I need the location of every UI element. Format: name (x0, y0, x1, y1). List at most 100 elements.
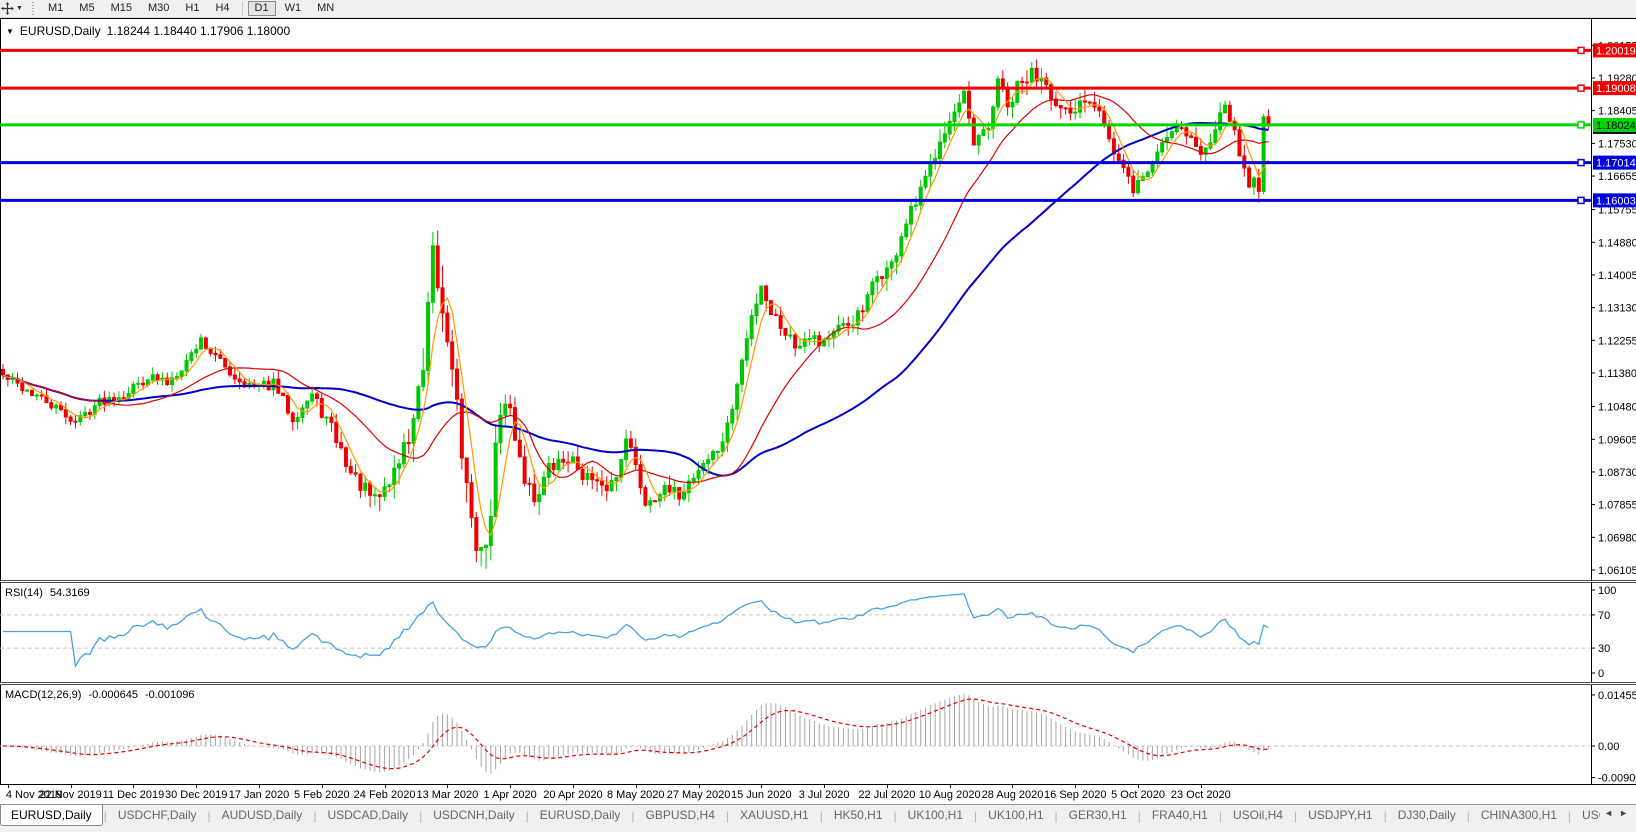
date-tick (761, 785, 763, 788)
price-chart-svg[interactable]: 1.201551.192801.184051.175301.166551.157… (0, 18, 1636, 580)
chart-tab-UK100-H1[interactable]: UK100,H1 (988, 808, 1044, 822)
tab-separator: | (525, 808, 529, 823)
svg-text:0: 0 (1598, 668, 1604, 680)
crosshair-tool-button[interactable]: ▼ (0, 2, 26, 15)
toolbar-separator (241, 1, 243, 16)
svg-text:1.10480: 1.10480 (1598, 402, 1636, 414)
svg-text:1.19008: 1.19008 (1596, 83, 1636, 95)
period-button-D1[interactable]: D1 (247, 1, 276, 16)
date-axis[interactable]: 4 Nov 2019 22 Nov 2019 11 Dec 2019 30 Dec 2… (0, 784, 1636, 804)
chart-tab-bar: EURUSD,Daily | USDCHF,Daily | AUDUSD,Daily | U… (0, 804, 1636, 832)
chart-tab-CHINA300-H1[interactable]: CHINA300,H1 (1480, 808, 1557, 822)
chevron-down-icon[interactable]: ▼ (16, 5, 23, 12)
date-label: 30 Dec 2019 (164, 789, 228, 801)
tab-separator: | (1293, 808, 1298, 823)
svg-text:30: 30 (1598, 643, 1610, 655)
line-handle[interactable] (1577, 121, 1585, 129)
tab-scroll-right-icon[interactable]: ► (1619, 808, 1628, 818)
macd-svg[interactable]: 0.014556 0.00 -0.009001 (0, 685, 1636, 784)
svg-text:-0.009001: -0.009001 (1598, 773, 1636, 784)
tab-separator: | (1218, 808, 1222, 823)
date-label: 24 Feb 2020 (353, 789, 416, 801)
horizontal-level-lines[interactable] (0, 46, 1591, 205)
svg-text:1.14880: 1.14880 (1598, 237, 1636, 249)
period-button-M1[interactable]: M1 (48, 2, 64, 14)
chart-tab-USOil-H1[interactable]: USOil,H1 (1582, 808, 1600, 822)
rsi-indicator-panel[interactable]: 100 70 30 0 RSI(14) 54.3169 (0, 583, 1636, 682)
chart-tab-FRA40-H1[interactable]: FRA40,H1 (1151, 808, 1208, 822)
date-tick (1075, 785, 1077, 788)
line-handle[interactable] (1577, 196, 1585, 205)
chart-tabs: EURUSD,Daily | USDCHF,Daily | AUDUSD,Daily | U… (0, 805, 1600, 826)
svg-text:1.12255: 1.12255 (1598, 335, 1636, 347)
period-button-group: M1 M5 M15 M30 H1 H4 D1 W1 MN (40, 1, 342, 16)
panel-splitter[interactable] (0, 682, 1636, 685)
date-label: 28 Aug 2020 (981, 789, 1044, 801)
move-crosshair-icon (1, 2, 14, 15)
rsi-svg[interactable]: 100 70 30 0 (0, 583, 1636, 682)
svg-text:1.11380: 1.11380 (1598, 368, 1636, 380)
date-label: 22 Nov 2019 (39, 789, 102, 801)
chart-tab-USDCHF-Daily[interactable]: USDCHF,Daily (117, 808, 197, 822)
chart-tab-USDCNH-Daily[interactable]: USDCNH,Daily (433, 808, 515, 822)
period-button-M15[interactable]: M15 (110, 2, 132, 14)
chart-tab-GBPUSD-H4[interactable]: GBPUSD,H4 (645, 808, 715, 822)
period-button-H1[interactable]: H1 (185, 2, 200, 14)
chart-tab-AUDUSD-Daily[interactable]: AUDUSD,Daily (221, 808, 303, 822)
chart-tab-GER30-H1[interactable]: GER30,H1 (1068, 808, 1127, 822)
date-label: 5 Oct 2020 (1111, 789, 1165, 801)
chart-title: ▼ EURUSD,Daily 1.18244 1.18440 1.17906 1… (6, 24, 290, 38)
period-button-M5[interactable]: M5 (79, 2, 95, 14)
tab-scroll-left-icon[interactable]: ◄ (1604, 808, 1614, 818)
svg-text:1.08730: 1.08730 (1598, 467, 1636, 479)
chart-tab-XAUUSD-H1[interactable]: XAUUSD,H1 (740, 808, 809, 822)
svg-text:1.06105: 1.06105 (1598, 565, 1636, 577)
tab-separator: | (1137, 808, 1141, 823)
date-label: 23 Oct 2020 (1170, 789, 1231, 801)
rsi-value: 54.3169 (49, 587, 90, 599)
svg-text:1.16655: 1.16655 (1598, 171, 1636, 183)
date-tick (7, 785, 9, 788)
chart-tab-USOil-H4[interactable]: USOil,H4 (1232, 808, 1283, 822)
svg-text:100: 100 (1598, 585, 1616, 597)
period-button-MN[interactable]: MN (317, 2, 335, 14)
svg-text:1.17014: 1.17014 (1596, 158, 1636, 170)
chart-tab-HK50-H1[interactable]: HK50,H1 (833, 808, 883, 822)
chart-tab-UK100-H1[interactable]: UK100,H1 (907, 808, 964, 822)
line-handle[interactable] (1577, 158, 1585, 167)
toolbar-grip-handle[interactable] (30, 1, 37, 16)
period-button-W1[interactable]: W1 (284, 2, 302, 14)
date-label: 5 Feb 2020 (293, 789, 350, 801)
date-tick (133, 785, 135, 788)
chart-tab-DJ30-Daily[interactable]: DJ30,Daily (1397, 808, 1456, 822)
svg-text:0.00: 0.00 (1598, 741, 1619, 753)
date-label: 20 Apr 2020 (543, 789, 603, 801)
chart-tab-EURUSD-Daily[interactable]: EURUSD,Daily (539, 808, 621, 822)
line-handle[interactable] (1577, 46, 1585, 55)
date-tick (70, 785, 72, 788)
date-tick (635, 785, 637, 788)
chart-ohlc-values: 1.18244 1.18440 1.17906 1.18000 (106, 24, 291, 38)
collapse-arrow-icon[interactable]: ▼ (6, 26, 14, 36)
price-chart-panel[interactable]: 1.201551.192801.184051.175301.166551.157… (0, 18, 1636, 580)
svg-text:1.09605: 1.09605 (1598, 434, 1636, 446)
svg-text:1.20019: 1.20019 (1596, 45, 1636, 57)
date-label: 8 May 2020 (606, 789, 665, 801)
panel-splitter[interactable] (0, 580, 1636, 583)
moving-average-line (2, 77, 1270, 537)
line-handle[interactable] (1577, 84, 1585, 92)
chart-tab-USDCAD-Daily[interactable]: USDCAD,Daily (327, 808, 409, 822)
date-tick (258, 785, 260, 788)
macd-indicator-panel[interactable]: 0.014556 0.00 -0.009001 MACD(12,26,9) -0.0… (0, 685, 1636, 784)
svg-text:70: 70 (1598, 610, 1610, 622)
chart-tab-EURUSD-Daily[interactable]: EURUSD,Daily (0, 805, 103, 826)
period-button-M30[interactable]: M30 (147, 2, 170, 14)
tab-separator: | (313, 808, 317, 823)
svg-text:1.07855: 1.07855 (1598, 500, 1636, 512)
date-tick (824, 785, 826, 788)
period-button-H4[interactable]: H4 (215, 2, 230, 14)
chart-tab-USDJPY-H1[interactable]: USDJPY,H1 (1308, 808, 1373, 822)
tab-scroll-controls: ◄ ► (1600, 805, 1636, 818)
timeframe-toolbar: ▼ M1 M5 M15 M30 H1 H4 D1 W1 MN (0, 0, 1636, 18)
chart-window: 1.201551.192801.184051.175301.166551.157… (0, 18, 1636, 804)
